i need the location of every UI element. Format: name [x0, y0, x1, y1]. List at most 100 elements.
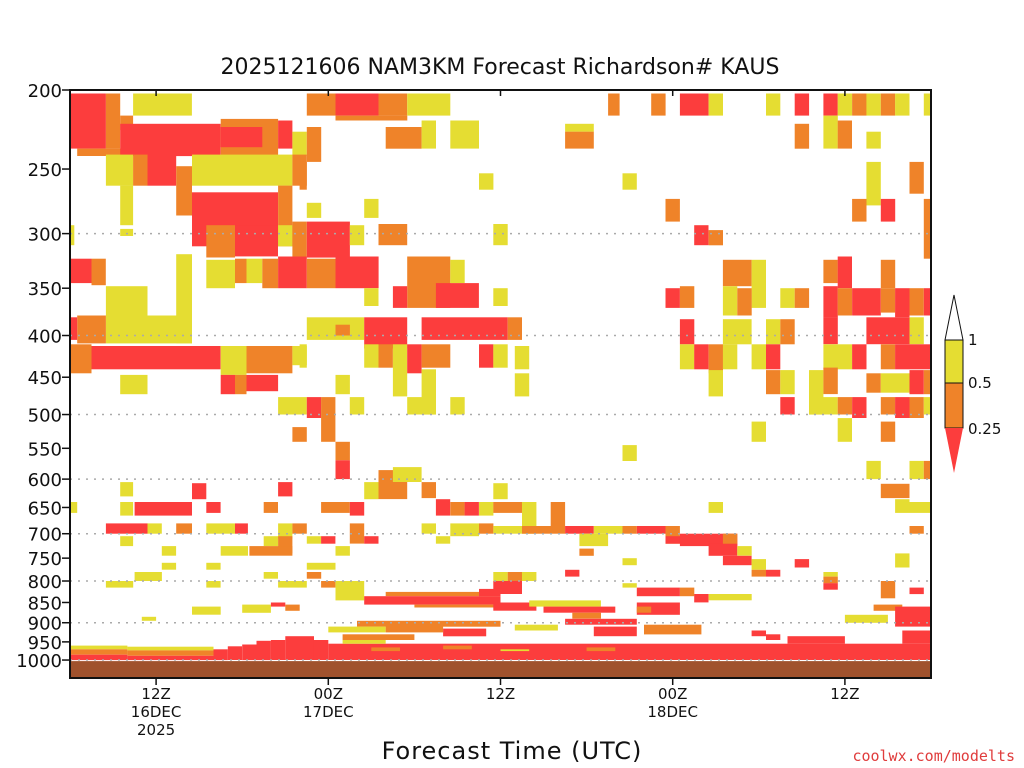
heatmap-cell: [206, 562, 221, 570]
heatmap-cell: [292, 221, 307, 258]
heatmap-cell: [622, 173, 637, 190]
heatmap-cell: [335, 93, 379, 116]
heatmap-cell: [679, 286, 695, 308]
heatmap-cell: [278, 120, 293, 149]
heatmap-cell: [479, 502, 494, 516]
heatmap-cell: [206, 225, 235, 258]
heatmap-cell: [285, 636, 314, 660]
heatmap-cell: [120, 374, 148, 395]
y-tick-label: 1000: [16, 651, 62, 672]
heatmap-cell: [220, 127, 263, 148]
heatmap-cell: [443, 645, 472, 650]
heatmap-cell: [385, 624, 444, 633]
heatmap-cell: [335, 374, 350, 395]
heatmap-cell: [608, 93, 620, 116]
heatmap-cell: [679, 587, 695, 597]
heatmap-cell: [866, 373, 881, 393]
heatmap-cell: [923, 397, 931, 415]
heatmap-cell: [364, 288, 379, 306]
heatmap-cell: [349, 502, 365, 516]
heatmap-cell: [823, 93, 838, 116]
heatmap-cell: [306, 397, 322, 418]
heatmap-cell: [161, 546, 177, 556]
heatmap-cell: [70, 225, 75, 246]
heatmap-cell: [321, 502, 350, 513]
heatmap-cell: [70, 93, 106, 149]
heatmap-cell: [335, 581, 365, 601]
heatmap-cell: [246, 374, 279, 392]
heatmap-cell: [823, 583, 838, 590]
heatmap-cell: [522, 502, 537, 534]
heatmap-cell: [679, 319, 695, 345]
heatmap-cell: [120, 482, 134, 497]
heatmap-cell: [235, 523, 248, 534]
heatmap-cell: [278, 225, 293, 247]
heatmap-cell: [708, 502, 723, 513]
y-axis: 200 250 300 350 400 450 500 550 600 650 700 7508008…: [16, 81, 70, 672]
heatmap-cell: [593, 526, 623, 534]
y-tick-label: 500: [28, 406, 62, 427]
heatmap-cell: [880, 421, 896, 442]
heatmap-cell: [105, 154, 134, 186]
heatmap-cell: [923, 370, 931, 395]
heatmap-cell: [636, 606, 652, 613]
heatmap-cell: [507, 572, 522, 581]
heatmap-cell: [823, 286, 838, 318]
heatmap-cell: [70, 502, 78, 513]
heatmap-cell: [766, 344, 781, 370]
heatmap-cell: [866, 161, 881, 206]
heatmap-cell: [565, 123, 594, 132]
heatmap-cell: [751, 344, 766, 370]
heatmap-cell: [450, 502, 465, 516]
heatmap-cell: [866, 460, 881, 480]
y-tick-label: 750: [28, 549, 62, 570]
heatmap-cell: [823, 317, 838, 345]
heatmap-cell: [306, 562, 336, 570]
heatmap-cell: [679, 344, 695, 370]
heatmap-cell: [708, 230, 723, 246]
heatmap-cell: [249, 546, 293, 556]
heatmap-cell: [493, 572, 508, 581]
heatmap-cell: [77, 148, 134, 156]
heatmap-cell: [909, 587, 924, 595]
heatmap-cell: [636, 526, 666, 534]
heatmap-cell: [127, 646, 214, 651]
heatmap-cell: [766, 569, 781, 577]
heatmap-cell: [823, 576, 838, 584]
heatmap-cell: [593, 626, 637, 637]
heatmap-cell: [586, 647, 616, 652]
heatmap-cell: [665, 288, 680, 308]
heatmap-cell: [407, 93, 451, 116]
x-tick-label: 00Z: [314, 685, 343, 703]
heatmap-cell: [378, 224, 408, 246]
y-tick-label: 400: [28, 327, 62, 348]
y-tick-label: 600: [28, 470, 62, 491]
heatmap-cell: [105, 286, 148, 316]
heatmap-cell: [313, 640, 329, 660]
credit-link[interactable]: coolwx.com/modelts: [852, 747, 1015, 765]
heatmap-cell: [421, 317, 508, 340]
colorbar-orange: [944, 382, 964, 429]
heatmap-cell: [493, 224, 508, 246]
heatmap-cell: [91, 346, 221, 370]
heatmap-cell: [70, 654, 128, 661]
heatmap-cell: [895, 288, 910, 318]
heatmap-cell: [364, 344, 379, 368]
heatmap-cell: [450, 120, 479, 149]
heatmap-cell: [909, 526, 924, 534]
heatmap-cell: [880, 397, 896, 415]
heatmap-cell: [407, 344, 422, 374]
y-tick-label: 350: [28, 279, 62, 300]
heatmap-cell: [708, 370, 723, 397]
heatmap-cell: [443, 628, 487, 637]
heatmap-cell: [364, 596, 501, 605]
heatmap-cell: [407, 397, 436, 415]
heatmap-cell: [335, 460, 350, 480]
heatmap-cell: [787, 636, 845, 644]
x-tick-label: 12Z: [486, 685, 515, 703]
colorbar-label-0.25: 0.25: [968, 420, 1001, 438]
heatmap-cell: [722, 555, 752, 566]
heatmap-cell: [852, 288, 881, 316]
heatmap-cell: [500, 649, 530, 652]
heatmap-cell: [866, 93, 881, 116]
